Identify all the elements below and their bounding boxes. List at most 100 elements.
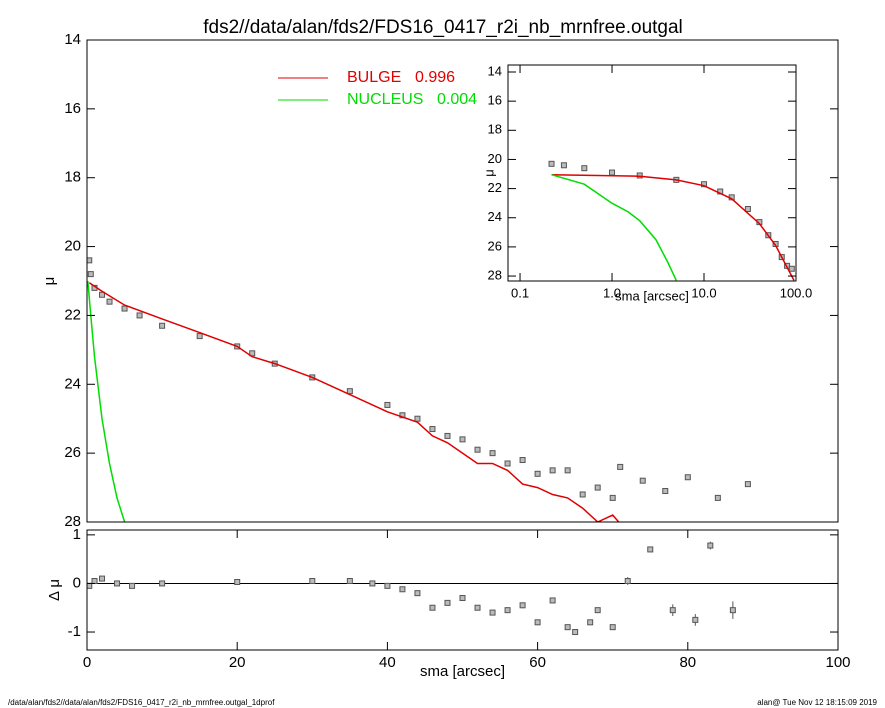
data-point [249,350,256,357]
data-point [594,607,601,614]
data-point [459,595,466,602]
data-point [594,484,601,491]
data-point [548,160,555,167]
y-tick-label: 28 [488,267,502,282]
data-point [87,271,94,278]
x-tick-label: 0.1 [511,285,529,300]
data-point [504,607,511,614]
y-tick-label: 0 [73,574,81,591]
model-line [88,282,620,522]
plot-frame [86,529,839,651]
x-tick-label: 10.0 [691,285,716,300]
x-tick-label: 20 [229,654,246,671]
y-axis-label: μ [481,169,496,177]
y-tick-label: 28 [64,513,81,530]
footer-right: alan@ Tue Nov 12 18:15:09 2019 [757,698,877,707]
y-tick-label: 26 [64,444,81,461]
legend-fraction: 0.004 [437,91,477,108]
data-point [609,624,616,631]
x-axis-label: sma [arcsec] [420,663,505,680]
plot-area [508,65,796,281]
data-point [609,494,616,501]
data-point [474,446,481,453]
data-point [707,542,714,549]
model-line [551,173,795,281]
y-tick-label: 26 [488,238,502,253]
x-tick-label: 0 [83,654,91,671]
data-point [587,619,594,626]
data-point [684,474,691,481]
data-point [519,602,526,609]
data-point [624,578,631,585]
data-point [399,586,406,593]
data-point [549,597,556,604]
data-point [444,432,451,439]
data-point [159,580,166,587]
data-point [572,629,579,636]
data-point [196,333,203,340]
data-point [639,477,646,484]
data-point [87,257,93,264]
data-point [121,305,128,312]
data-point [579,491,586,498]
data-point [414,590,421,597]
y-tick-label: -1 [68,623,81,640]
data-point [617,463,624,470]
data-point [489,609,496,616]
data-point [99,291,106,298]
data-point [564,624,571,631]
data-point [504,460,511,467]
data-point [581,165,588,172]
data-point [534,619,541,626]
x-tick-label: 40 [379,654,396,671]
data-point [701,181,708,188]
data-point [414,415,421,422]
y-tick-label: 24 [64,375,81,392]
data-point [87,582,93,589]
data-point [346,578,353,585]
y-tick-label: 22 [488,180,502,195]
x-tick-label: 80 [679,654,696,671]
data-point [129,582,136,589]
y-tick-label: 18 [64,169,81,186]
data-point [669,607,676,614]
data-point [474,604,481,611]
legend-label: NUCLEUS [347,91,423,108]
data-point [489,450,496,457]
data-point [114,580,121,587]
data-point [534,470,541,477]
data-point [459,436,466,443]
data-point [729,607,736,614]
data-point [99,575,106,582]
data-point [91,578,98,585]
data-point [429,604,436,611]
data-point [234,578,241,585]
chart-title: fds2//data/alan/fds2/FDS16_0417_r2i_nb_m… [203,17,683,38]
legend-fraction: 0.996 [415,69,455,86]
x-tick-label: 1.0 [603,285,621,300]
data-point [744,481,751,488]
data-point [444,599,451,606]
y-tick-label: 14 [488,63,502,78]
y-tick-label: 16 [488,93,502,108]
plot-frame [86,39,839,523]
x-axis-label: sma [arcsec] [615,288,689,303]
data-point [136,312,143,319]
y-tick-label: 16 [64,100,81,117]
data-point [429,426,436,433]
data-point [549,467,556,474]
data-point [564,467,571,474]
y-axis-label: μ [41,277,58,286]
y-tick-label: 20 [488,151,502,166]
x-tick-label: 100.0 [780,285,813,300]
model-line [551,173,677,281]
data-point [714,494,721,501]
data-point [560,162,567,169]
x-tick-label: 60 [529,654,546,671]
y-tick-label: 1 [73,526,81,543]
data-point [692,616,699,623]
data-point [346,388,353,395]
x-tick-label: 100 [825,654,850,671]
data-point [519,457,526,464]
